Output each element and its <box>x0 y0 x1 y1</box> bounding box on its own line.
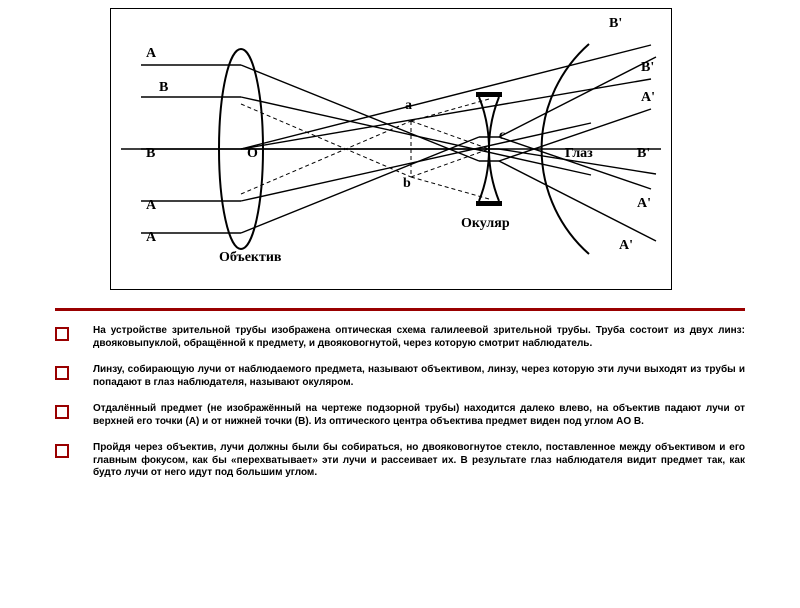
svg-text:A': A' <box>641 90 655 105</box>
svg-text:B': B' <box>641 60 654 75</box>
bullet-item: На устройстве зрительной трубы изображен… <box>55 325 745 350</box>
text-content: На устройстве зрительной трубы изображен… <box>55 325 745 480</box>
svg-text:O: O <box>247 146 258 161</box>
svg-text:A': A' <box>637 196 651 211</box>
bullet-text: Линзу, собирающую лучи от наблюдаемого п… <box>93 364 745 389</box>
svg-text:Объектив: Объектив <box>219 250 282 265</box>
svg-text:Окуляр: Окуляр <box>461 216 510 231</box>
bullet-text: Отдалённый предмет (не изображённый на ч… <box>93 403 745 428</box>
svg-text:Глаз: Глаз <box>565 146 593 161</box>
bullet-marker-icon <box>55 366 69 380</box>
bullet-item: Отдалённый предмет (не изображённый на ч… <box>55 403 745 428</box>
svg-text:a: a <box>405 98 412 113</box>
svg-text:A': A' <box>619 238 633 253</box>
bullet-marker-icon <box>55 444 69 458</box>
svg-text:B': B' <box>637 146 650 161</box>
bullet-item: Пройдя через объектив, лучи должны были … <box>55 442 745 480</box>
optics-diagram: A B B A A Oa b c Объектив Окуляр Глаз B' B' A' B' A' A' <box>110 8 672 290</box>
svg-text:B': B' <box>609 16 622 31</box>
section-divider <box>55 308 745 311</box>
bullet-item: Линзу, собирающую лучи от наблюдаемого п… <box>55 364 745 389</box>
diagram-svg: A B B A A Oa b c Объектив Окуляр Глаз B' B' A' B' A' A' <box>111 9 671 289</box>
svg-text:A: A <box>146 230 157 245</box>
bullet-marker-icon <box>55 327 69 341</box>
svg-text:B: B <box>146 146 155 161</box>
svg-text:A: A <box>146 46 157 61</box>
svg-text:A: A <box>146 198 157 213</box>
bullet-marker-icon <box>55 405 69 419</box>
svg-text:B: B <box>159 80 168 95</box>
svg-text:b: b <box>403 176 411 191</box>
svg-text:c: c <box>499 128 505 143</box>
bullet-text: На устройстве зрительной трубы изображен… <box>93 325 745 350</box>
bullet-text: Пройдя через объектив, лучи должны были … <box>93 442 745 480</box>
